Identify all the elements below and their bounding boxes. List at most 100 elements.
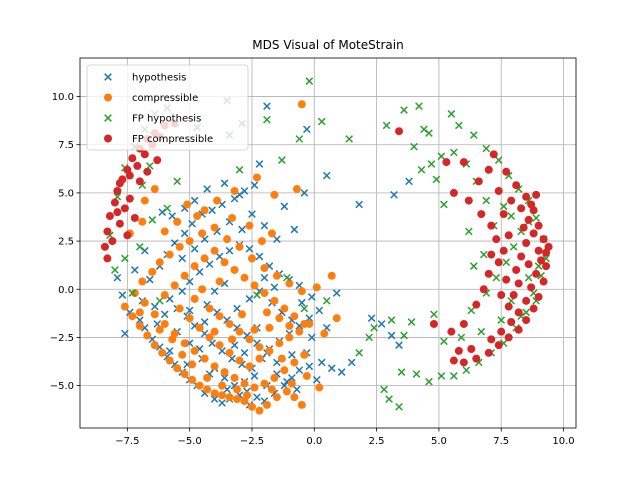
x-marker-point <box>121 329 129 338</box>
marker-stroke <box>288 350 296 359</box>
x-marker-point <box>148 216 157 224</box>
circle-marker-point <box>235 356 244 365</box>
circle-marker-point <box>315 383 324 392</box>
x-marker-point <box>163 204 172 213</box>
circle-marker-point <box>489 150 498 159</box>
legend: hypothesis compressible FP hypothesis FP co… <box>86 64 249 151</box>
circle-marker-point <box>158 348 167 357</box>
circle-marker-point <box>305 319 314 328</box>
marker-stroke <box>248 210 256 218</box>
x-marker-point <box>507 212 516 220</box>
circle-marker-point <box>499 210 508 219</box>
circle-marker-point <box>150 341 159 350</box>
marker-stroke <box>305 362 314 371</box>
marker-stroke <box>200 318 209 326</box>
x-tick-label: 7.5 <box>493 436 509 447</box>
circle-marker-point <box>175 242 184 251</box>
x-marker-point <box>240 349 249 357</box>
circle-marker-point <box>255 406 264 415</box>
circle-marker-point <box>312 283 321 292</box>
marker-stroke <box>524 273 533 282</box>
marker-stroke <box>502 258 511 267</box>
x-marker-point <box>245 244 254 253</box>
x-marker-point <box>250 372 259 380</box>
marker-stroke <box>195 268 204 276</box>
x-marker-point <box>497 316 506 324</box>
x-marker-point <box>492 273 501 282</box>
marker-stroke <box>163 204 172 213</box>
circle-marker-point <box>537 256 546 265</box>
circle-marker-point <box>198 229 207 238</box>
marker-stroke <box>218 200 226 209</box>
marker-stroke <box>537 271 545 280</box>
circle-marker-point <box>429 319 438 328</box>
x-marker-point <box>160 310 169 319</box>
circle-marker-point <box>113 208 122 217</box>
marker-stroke <box>218 347 226 355</box>
x-marker-point <box>145 275 154 284</box>
circle-marker-point <box>115 219 124 228</box>
circle-marker-point <box>290 312 299 321</box>
marker-stroke <box>128 289 137 297</box>
x-marker-point <box>305 362 314 371</box>
marker-stroke <box>263 102 271 111</box>
x-tick-label: 0.0 <box>306 436 322 447</box>
x-tick-label: −7.5 <box>115 436 139 447</box>
circle-marker-point <box>504 302 513 311</box>
circle-marker-point <box>240 273 249 282</box>
circle-marker-point <box>484 348 493 357</box>
marker-stroke <box>168 212 177 220</box>
marker-stroke <box>218 399 226 407</box>
marker-stroke <box>280 202 289 211</box>
marker-stroke <box>255 252 264 261</box>
circle-marker-point <box>210 246 219 255</box>
x-marker-point <box>432 175 441 184</box>
circle-marker-point <box>168 335 177 344</box>
circle-marker-point <box>185 237 194 246</box>
circle-marker-point <box>252 173 261 182</box>
x-marker-point <box>427 160 436 168</box>
circle-marker-point <box>302 371 311 380</box>
circle-marker-point <box>188 375 197 384</box>
x-marker-point <box>295 366 304 375</box>
marker-stroke <box>332 289 341 297</box>
x-marker-point <box>322 171 331 180</box>
x-marker-point <box>288 350 296 359</box>
marker-stroke <box>365 333 373 342</box>
circle-marker-point <box>242 391 251 400</box>
x-marker-point <box>312 375 321 384</box>
circle-marker-point <box>220 368 229 377</box>
x-marker-point <box>185 277 194 286</box>
marker-stroke <box>118 291 127 299</box>
marker-stroke <box>135 243 144 251</box>
marker-stroke <box>131 266 139 274</box>
marker-stroke <box>457 333 466 342</box>
circle-marker-point <box>287 379 296 388</box>
circle-marker-point <box>247 402 256 411</box>
circle-marker-point <box>230 373 239 382</box>
circle-marker-point <box>230 186 239 195</box>
y-tick-label: −5.0 <box>50 381 74 392</box>
circle-marker-point <box>190 346 199 355</box>
circle-marker-point <box>260 289 269 298</box>
circle-marker-point <box>238 310 247 319</box>
circle-marker-point <box>275 314 284 323</box>
x-marker-point <box>482 144 491 153</box>
marker-stroke <box>425 129 433 137</box>
marker-stroke <box>297 298 306 307</box>
circle-marker-point <box>210 389 219 398</box>
x-marker-point <box>253 393 261 401</box>
marker-stroke <box>504 171 513 180</box>
marker-stroke <box>121 254 129 263</box>
marker-stroke <box>380 385 388 394</box>
marker-stroke <box>524 196 533 205</box>
x-marker-point <box>235 165 244 174</box>
circle-marker-point <box>487 221 496 230</box>
marker-stroke <box>293 385 301 394</box>
marker-stroke <box>253 339 261 348</box>
marker-stroke <box>153 320 162 328</box>
marker-stroke <box>104 114 112 122</box>
marker-stroke <box>447 110 456 118</box>
x-marker-point <box>464 227 473 236</box>
circle-marker-point <box>130 289 139 298</box>
